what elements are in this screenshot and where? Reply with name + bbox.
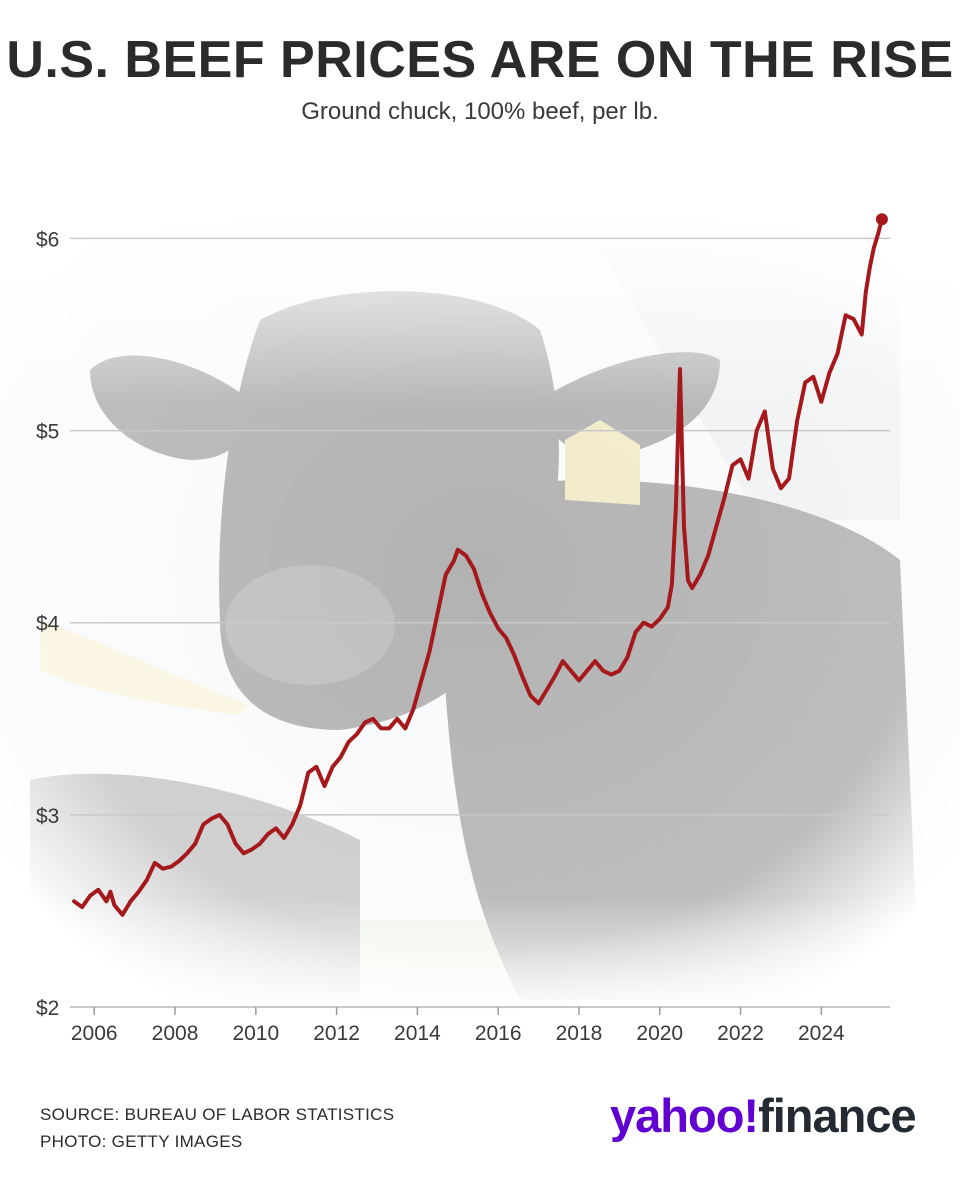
y-tick-label: $4 bbox=[36, 613, 60, 636]
x-axis: 2006 2008 2010 2012 2014 2016 2018 2020 2022 2024 bbox=[71, 1007, 845, 1045]
x-tick-label: 2012 bbox=[313, 1022, 360, 1045]
x-tick-label: 2006 bbox=[71, 1022, 118, 1045]
chart-title: U.S. BEEF PRICES ARE ON THE RISE bbox=[6, 31, 954, 89]
chart-subtitle: Ground chuck, 100% beef, per lb. bbox=[301, 98, 659, 125]
logo-yahoo: yahoo! bbox=[610, 1089, 759, 1142]
x-tick-label: 2008 bbox=[152, 1022, 199, 1045]
y-tick-label: $3 bbox=[36, 805, 59, 828]
logo-finance: finance bbox=[758, 1089, 917, 1142]
line-chart: $2$3$4$5$6 2006 2008 2010 2012 2014 2016 2018 2… bbox=[0, 200, 960, 1045]
x-tick-label: 2016 bbox=[475, 1022, 522, 1045]
x-tick-label: 2024 bbox=[798, 1022, 845, 1045]
y-axis: $2 $3 $4 $5 $6 bbox=[36, 228, 60, 1020]
y-tick-label: $2 bbox=[36, 997, 59, 1020]
y-tick-label: $5 bbox=[36, 421, 59, 444]
x-tick-label: 2022 bbox=[717, 1022, 764, 1045]
x-tick-label: 2018 bbox=[556, 1022, 603, 1045]
series-line bbox=[72, 217, 884, 917]
series-end-point bbox=[875, 213, 888, 226]
photo-credit: PHOTO: GETTY IMAGES bbox=[40, 1132, 243, 1151]
y-tick-label: $6 bbox=[36, 228, 59, 251]
x-tick-label: 2020 bbox=[636, 1022, 683, 1045]
chart-gridlines bbox=[70, 237, 890, 1008]
yahoo-finance-logo: yahoo!finance bbox=[610, 1088, 917, 1143]
chart-series bbox=[72, 213, 888, 917]
x-tick-label: 2014 bbox=[394, 1022, 441, 1045]
source-note: SOURCE: BUREAU OF LABOR STATISTICS bbox=[40, 1105, 395, 1124]
x-tick-label: 2010 bbox=[232, 1022, 279, 1045]
